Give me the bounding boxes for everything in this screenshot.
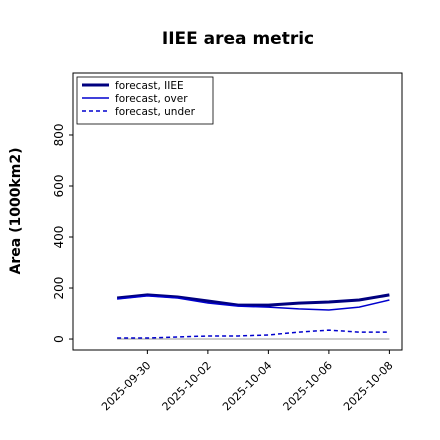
legend-label: forecast, IIEE [115,80,184,92]
y-tick-label: 800 [52,124,66,147]
x-tick-label: 2025-10-06 [281,359,335,413]
x-tick-label: 2025-10-02 [160,359,214,413]
x-tick-label: 2025-10-08 [341,359,395,413]
series-line [116,293,390,307]
y-tick-label: 0 [52,335,66,343]
y-tick-label: 200 [52,277,66,300]
chart-title: IIEE area metric [162,29,314,49]
series-line [117,329,390,339]
x-tick-label: 2025-09-30 [99,359,153,413]
series-line [117,295,390,311]
x-tick-label: 2025-10-04 [220,359,274,413]
y-tick-label: 600 [52,175,66,198]
y-tick-label: 400 [52,226,66,249]
y-axis-label: Area (1000km2) [8,148,24,275]
legend-label: forecast, over [115,93,188,105]
legend-label: forecast, under [115,106,196,118]
plot-frame [72,72,403,351]
